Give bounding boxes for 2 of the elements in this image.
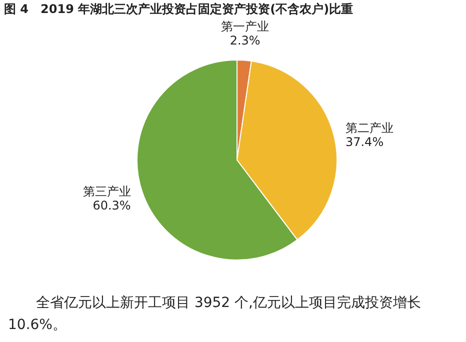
chart-title: 图 4 2019 年湖北三次产业投资占固定资产投资(不含农户)比重: [4, 1, 354, 18]
text: 全省亿元以上新开工项目 3952 个,亿元以上项目完成投资增长 10.6%。: [8, 294, 422, 335]
